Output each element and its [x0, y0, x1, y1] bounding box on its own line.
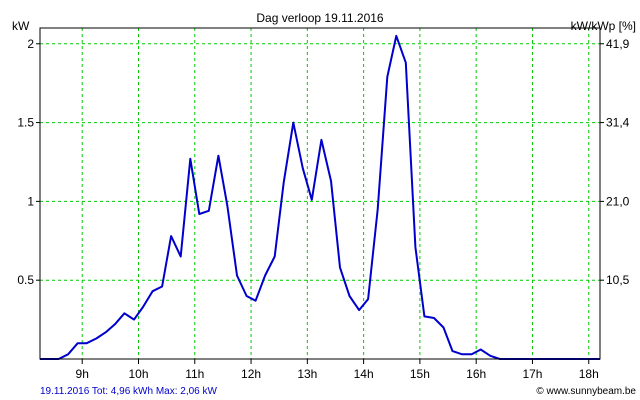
x-tick-label: 16h [466, 367, 486, 381]
y-tick-label-right: 21,0 [606, 194, 630, 208]
footer-summary: 19.11.2016 Tot: 4,96 kWh Max: 2,06 kW [40, 386, 218, 397]
x-tick-label: 10h [128, 367, 148, 381]
x-tick-label: 12h [241, 367, 261, 381]
x-axis: 9h 10h 11h 12h 13h 14h 15h 16h 17h 18h [76, 367, 599, 381]
y-tick-label-left: 1.5 [17, 116, 34, 130]
y-tick-label-left: 1 [27, 194, 34, 208]
y-axis-right: 10,5 21,0 31,4 41,9 [606, 37, 630, 287]
x-tick-label: 14h [354, 367, 374, 381]
plot-frame [39, 27, 601, 360]
footer-credit: © www.sunnybeam.be [536, 386, 636, 397]
y-tick-label-right: 31,4 [606, 116, 630, 130]
x-tick-label: 15h [410, 367, 430, 381]
y-tick-label-left: 2 [27, 37, 34, 51]
tick-marks [36, 43, 604, 364]
y-tick-label-right: 41,9 [606, 37, 630, 51]
x-tick-label: 13h [297, 367, 317, 381]
y-axis-right-label: kW/kWp [%] [571, 19, 636, 33]
y-axis-left-label: kW [12, 19, 30, 33]
y-axis-left: 0.5 1 1.5 2 [17, 37, 34, 287]
y-tick-label-right: 10,5 [606, 273, 630, 287]
grid-lines [40, 28, 600, 359]
x-tick-label: 11h [185, 367, 204, 381]
x-tick-label: 17h [522, 367, 542, 381]
series-line [40, 34, 600, 360]
chart-title: Dag verloop 19.11.2016 [256, 11, 384, 25]
series-group [40, 34, 600, 360]
y-tick-label-left: 0.5 [17, 273, 34, 287]
x-tick-label: 9h [76, 367, 89, 381]
x-tick-label: 18h [579, 367, 599, 381]
